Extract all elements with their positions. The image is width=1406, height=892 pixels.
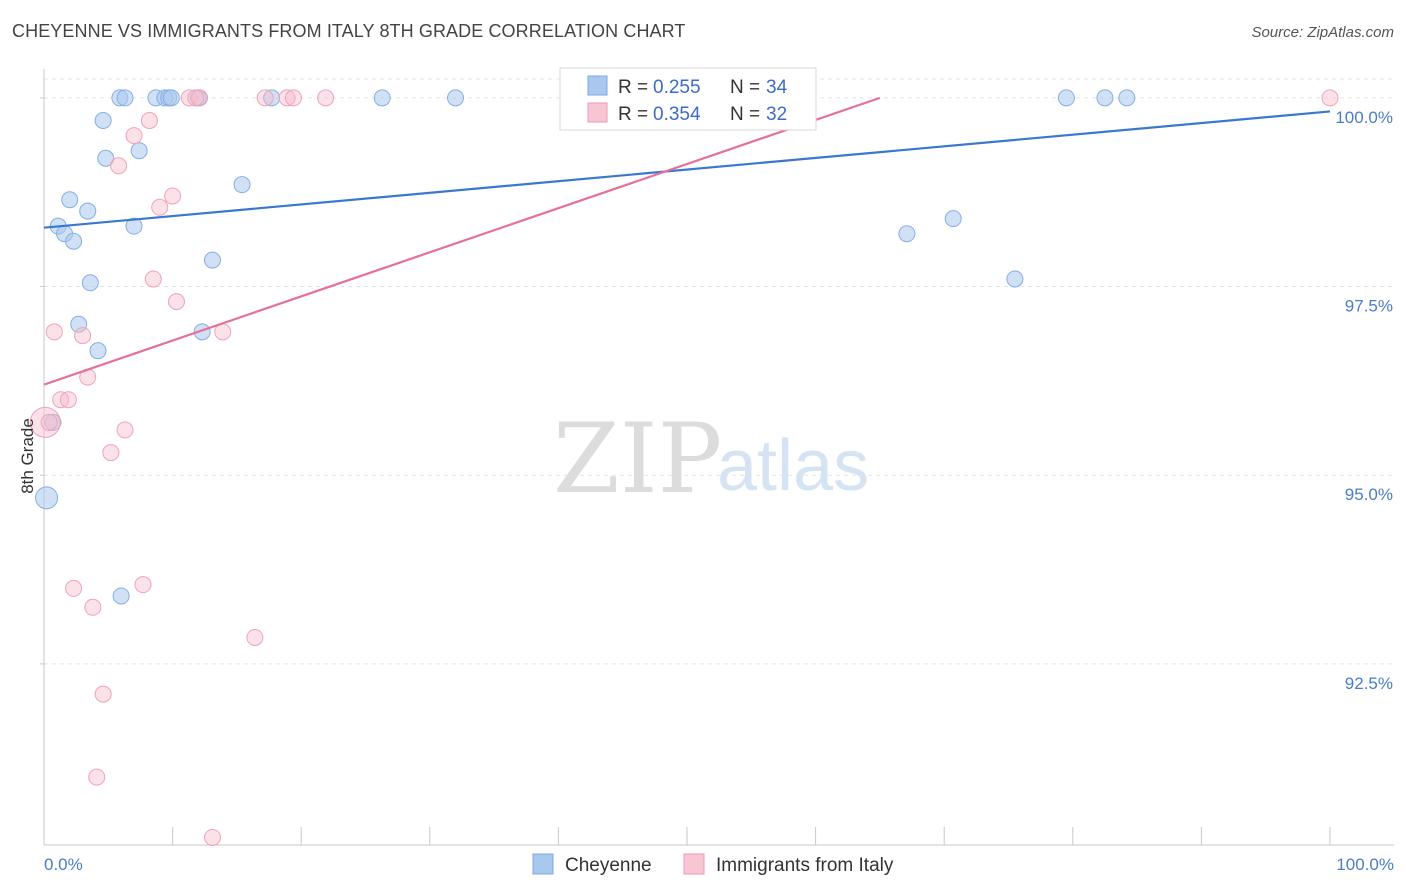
point-italy (256, 89, 274, 107)
trend-lines (43, 96, 1331, 386)
x-tick-label-max: 100.0% (1336, 855, 1394, 874)
point-italy (187, 89, 205, 107)
y-tick-label: 92.5% (1345, 674, 1393, 693)
point-cheyenne (35, 486, 59, 510)
point-italy (203, 828, 221, 846)
point-italy (94, 685, 112, 703)
scatter-points (29, 89, 1339, 846)
point-cheyenne (1096, 89, 1114, 107)
point-cheyenne (447, 89, 465, 107)
bottom-legend-label-cheyenne: Cheyenne (565, 855, 652, 876)
point-cheyenne (203, 251, 221, 269)
x-ticks (43, 827, 1331, 845)
point-italy (144, 270, 162, 288)
trend-line-italy (43, 96, 881, 386)
point-italy (191, 89, 209, 107)
point-cheyenne (81, 274, 99, 292)
point-cheyenne (89, 342, 107, 360)
point-italy (65, 579, 83, 597)
point-italy (164, 187, 182, 205)
point-italy (74, 327, 92, 345)
point-italy (180, 89, 198, 107)
legend-swatch-italy (587, 102, 608, 123)
legend-r-label-italy: R = (618, 104, 653, 125)
legend-n-label-cheyenne: N = (730, 77, 765, 98)
point-italy (246, 628, 264, 646)
bottom-legend-swatch-cheyenne (532, 853, 554, 875)
point-italy (45, 323, 63, 341)
point-cheyenne (162, 89, 180, 107)
point-cheyenne (233, 176, 251, 194)
y-tick-label: 97.5% (1345, 297, 1393, 316)
legend-n-value-italy: 32 (766, 104, 787, 125)
axes (43, 69, 1394, 846)
point-italy (140, 112, 158, 130)
point-italy (151, 198, 169, 216)
point-cheyenne (130, 142, 148, 160)
point-cheyenne (65, 232, 83, 250)
point-cheyenne (263, 89, 281, 107)
y-tick-label: 95.0% (1345, 485, 1393, 504)
point-italy (134, 576, 152, 594)
y-axis-label: 8th Grade (18, 418, 37, 494)
point-italy (40, 413, 58, 431)
point-italy (1321, 89, 1339, 107)
point-cheyenne (61, 191, 79, 209)
point-cheyenne (1118, 89, 1136, 107)
point-cheyenne (1057, 89, 1075, 107)
point-cheyenne (193, 323, 211, 341)
x-tick-label-min: 0.0% (44, 855, 83, 874)
point-cheyenne (898, 225, 916, 243)
point-cheyenne (116, 89, 134, 107)
point-cheyenne (373, 89, 391, 107)
legend-n-value-cheyenne: 34 (766, 77, 788, 98)
point-italy (278, 89, 296, 107)
point-italy (110, 157, 128, 175)
point-italy (284, 89, 302, 107)
trend-line-cheyenne (43, 110, 1331, 229)
y-tick-labels: 100.0% 97.5% 95.0% 92.5% (1335, 108, 1393, 693)
series-legend: Cheyenne Immigrants from Italy (532, 853, 894, 876)
watermark-zip: ZIP (553, 403, 722, 515)
point-cheyenne (70, 315, 88, 333)
point-cheyenne (125, 217, 143, 235)
legend-r-value-cheyenne: 0.255 (653, 77, 701, 98)
legend-n-label-italy: N = (730, 104, 765, 125)
point-italy (84, 598, 102, 616)
point-cheyenne (112, 587, 130, 605)
stats-legend: R = 0.255 N = 34 R = 0.354 N = 32 (559, 67, 817, 131)
point-cheyenne (944, 210, 962, 228)
watermark-atlas: atlas (717, 426, 869, 506)
point-italy (102, 444, 120, 462)
point-cheyenne (94, 112, 112, 130)
legend-swatch-cheyenne (587, 75, 608, 96)
point-cheyenne (1006, 270, 1024, 288)
point-italy (125, 127, 143, 145)
legend-r-label-cheyenne: R = (618, 77, 653, 98)
point-cheyenne (44, 413, 62, 431)
chart-title: CHEYENNE VS IMMIGRANTS FROM ITALY 8TH GR… (12, 21, 686, 41)
y-tick-label: 100.0% (1335, 108, 1393, 127)
point-italy (317, 89, 335, 107)
watermark: ZIP atlas (553, 403, 869, 515)
point-cheyenne (97, 149, 115, 167)
source-label: Source: ZipAtlas.com (1251, 24, 1394, 41)
point-italy (116, 421, 134, 439)
bottom-legend-swatch-italy (683, 853, 705, 875)
point-italy (59, 391, 77, 409)
point-italy (88, 768, 106, 786)
point-cheyenne (79, 202, 97, 220)
bottom-legend-label-italy: Immigrants from Italy (716, 855, 894, 876)
point-italy (167, 293, 185, 311)
legend-r-value-italy: 0.354 (653, 104, 701, 125)
